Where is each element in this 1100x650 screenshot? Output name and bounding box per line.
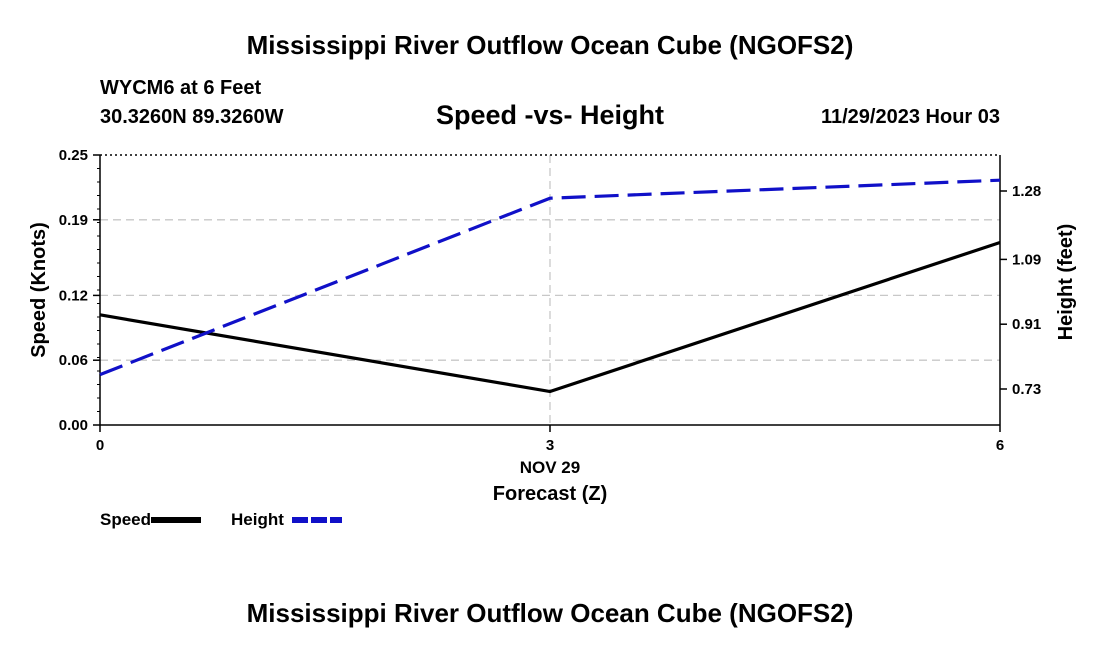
legend-label-speed: Speed bbox=[100, 510, 151, 529]
y2-tick-label: 0.91 bbox=[1012, 316, 1041, 333]
footer-title: Mississippi River Outflow Ocean Cube (NG… bbox=[246, 598, 854, 628]
y-tick-label: 0.00 bbox=[59, 417, 88, 434]
y-tick-label: 0.06 bbox=[59, 352, 88, 369]
x-date-label: NOV 29 bbox=[520, 458, 580, 477]
station-label: WYCM6 at 6 Feet bbox=[100, 77, 262, 99]
x-tick-label: 0 bbox=[96, 437, 104, 454]
y-tick-label: 0.12 bbox=[59, 287, 88, 304]
forecast-datetime: 11/29/2023 Hour 03 bbox=[820, 106, 1000, 128]
chart-title: Mississippi River Outflow Ocean Cube (NG… bbox=[246, 30, 854, 60]
series-height-line bbox=[99, 178, 1001, 377]
y-tick-label: 0.25 bbox=[59, 147, 88, 164]
x-tick-label: 3 bbox=[546, 437, 554, 454]
x-axis-title: Forecast (Z) bbox=[493, 483, 607, 505]
x-tick-label: 6 bbox=[996, 437, 1004, 454]
legend-label-height: Height bbox=[231, 510, 284, 529]
y2-tick-label: 1.28 bbox=[1012, 183, 1041, 200]
chart-subtitle: Speed -vs- Height bbox=[435, 100, 665, 130]
station-coordinates: 30.3260N 89.3260W bbox=[100, 106, 284, 128]
y2-tick-label: 0.73 bbox=[1012, 381, 1041, 398]
y-axis-title: Speed (Knots) bbox=[28, 222, 50, 358]
y-tick-label: 0.19 bbox=[59, 212, 88, 229]
series-speed-line bbox=[99, 240, 1001, 394]
y2-tick-label: 1.09 bbox=[1012, 251, 1041, 268]
y2-axis-title: Height (feet) bbox=[1055, 224, 1077, 341]
